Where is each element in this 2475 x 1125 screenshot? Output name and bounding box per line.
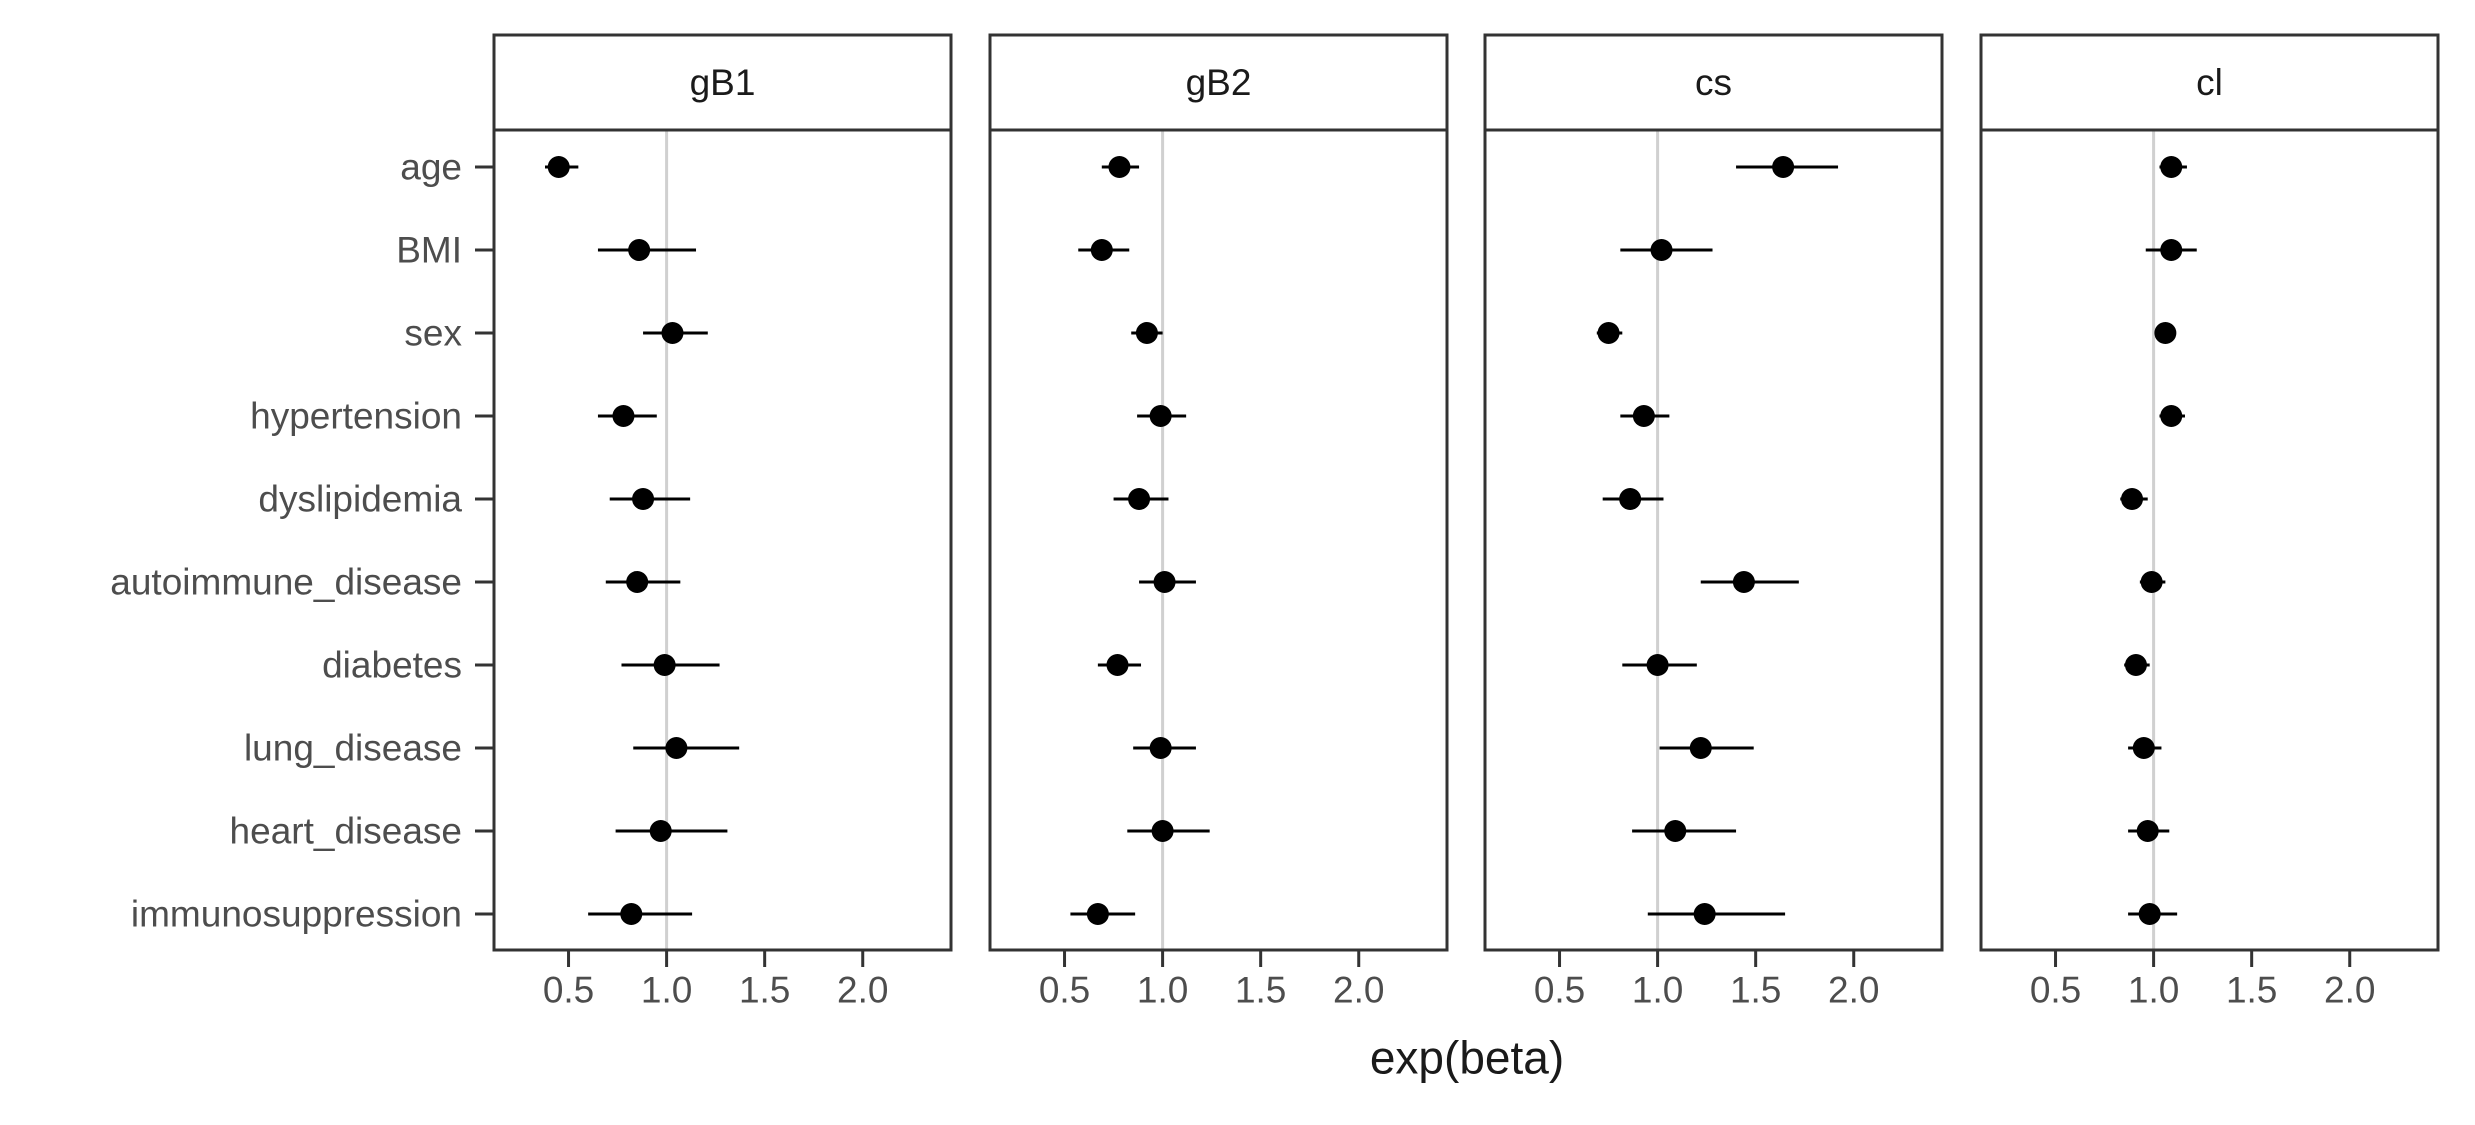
estimate-point-diabetes xyxy=(2124,654,2147,676)
y-tick-label-bmi: BMI xyxy=(396,230,462,271)
x-tick-label: 1.5 xyxy=(739,969,790,1010)
estimate-point-sex xyxy=(2154,322,2177,344)
panel-border xyxy=(988,128,1449,952)
estimate-point-dyslipidemia xyxy=(632,488,655,510)
facet-strip xyxy=(1979,33,2440,132)
x-axis-title: exp(beta) xyxy=(1370,1032,1564,1084)
x-tick-label: 1.5 xyxy=(1730,969,1781,1010)
y-tick-label-dyslipidemia: dyslipidemia xyxy=(258,479,462,520)
estimate-point-heart-disease xyxy=(649,820,672,842)
estimate-point-age xyxy=(1108,156,1131,178)
y-tick-label-sex: sex xyxy=(404,313,462,354)
estimate-point-sex xyxy=(1597,322,1620,344)
facet-strip-label: gB2 xyxy=(1186,62,1252,103)
estimate-point-bmi xyxy=(1650,239,1673,261)
facet-strip xyxy=(492,33,953,132)
panels-layer: gB1 0.5 1.0 1.5 2.0 gB2 0.5 1.0 1.5 2.0 cs 0.5 1.0 1.… xyxy=(492,33,2440,1010)
estimate-point-dyslipidemia xyxy=(2121,488,2144,510)
estimate-point-autoimmune-disease xyxy=(2140,571,2163,593)
x-tick-label: 1.5 xyxy=(1235,969,1286,1010)
facet-strip-label: gB1 xyxy=(690,62,756,103)
estimate-point-heart-disease xyxy=(1151,820,1174,842)
facet-strip xyxy=(988,33,1449,132)
estimate-point-sex xyxy=(1135,322,1158,344)
panel-border xyxy=(492,128,953,952)
estimate-point-immunosuppression xyxy=(1693,903,1716,925)
x-tick-label: 0.5 xyxy=(2030,969,2081,1010)
estimate-point-diabetes xyxy=(1646,654,1669,676)
estimate-point-dyslipidemia xyxy=(1619,488,1642,510)
x-tick-label: 2.0 xyxy=(2324,969,2375,1010)
estimate-point-heart-disease xyxy=(2136,820,2159,842)
y-tick-label-heart-disease: heart_disease xyxy=(230,811,462,852)
y-tick-label-immunosuppression: immunosuppression xyxy=(131,894,462,935)
estimate-point-sex xyxy=(661,322,684,344)
estimate-point-heart-disease xyxy=(1664,820,1687,842)
x-tick-label: 0.5 xyxy=(1039,969,1090,1010)
y-tick-label-autoimmune-disease: autoimmune_disease xyxy=(110,562,462,603)
x-tick-label: 2.0 xyxy=(1333,969,1384,1010)
estimate-point-immunosuppression xyxy=(2138,903,2161,925)
estimate-point-autoimmune-disease xyxy=(626,571,649,593)
estimate-point-hypertension xyxy=(612,405,635,427)
facet-panel-gb1: gB1 0.5 1.0 1.5 2.0 xyxy=(492,33,953,1010)
facet-strip xyxy=(1483,33,1944,132)
estimate-point-bmi xyxy=(628,239,651,261)
estimate-point-bmi xyxy=(2160,239,2183,261)
x-tick-label: 2.0 xyxy=(837,969,888,1010)
estimate-point-autoimmune-disease xyxy=(1732,571,1755,593)
x-tick-label: 1.0 xyxy=(1632,969,1683,1010)
y-tick-label-age: age xyxy=(400,147,462,188)
x-tick-label: 0.5 xyxy=(1534,969,1585,1010)
estimate-point-diabetes xyxy=(653,654,676,676)
x-tick-label: 1.0 xyxy=(1137,969,1188,1010)
estimate-point-lung-disease xyxy=(665,737,688,759)
x-tick-label: 1.0 xyxy=(2128,969,2179,1010)
estimate-point-immunosuppression xyxy=(1086,903,1109,925)
estimate-point-autoimmune-disease xyxy=(1153,571,1176,593)
estimate-point-immunosuppression xyxy=(620,903,643,925)
y-tick-label-lung-disease: lung_disease xyxy=(244,728,462,769)
estimate-point-hypertension xyxy=(1149,405,1172,427)
x-tick-label: 0.5 xyxy=(543,969,594,1010)
panel-border xyxy=(1483,128,1944,952)
x-tick-label: 2.0 xyxy=(1828,969,1879,1010)
panel-border xyxy=(1979,128,2440,952)
estimate-point-hypertension xyxy=(1632,405,1655,427)
facet-panel-gb2: gB2 0.5 1.0 1.5 2.0 xyxy=(988,33,1449,1010)
estimate-point-bmi xyxy=(1090,239,1113,261)
y-tick-label-hypertension: hypertension xyxy=(250,396,462,437)
estimate-point-age xyxy=(2160,156,2183,178)
estimate-point-lung-disease xyxy=(1149,737,1172,759)
y-tick-label-diabetes: diabetes xyxy=(322,645,462,686)
y-axis: age BMI sex hypertension dyslipidemia autoimm… xyxy=(110,147,494,935)
facet-strip-label: cl xyxy=(2196,62,2223,103)
x-tick-label: 1.0 xyxy=(641,969,692,1010)
estimate-point-diabetes xyxy=(1106,654,1129,676)
facet-panel-cs: cs 0.5 1.0 1.5 2.0 xyxy=(1483,33,1944,1010)
x-tick-label: 1.5 xyxy=(2226,969,2277,1010)
estimate-point-dyslipidemia xyxy=(1128,488,1151,510)
facet-panel-cl: cl 0.5 1.0 1.5 2.0 xyxy=(1979,33,2440,1010)
estimate-point-age xyxy=(1772,156,1795,178)
estimate-point-lung-disease xyxy=(2132,737,2155,759)
estimate-point-hypertension xyxy=(2160,405,2183,427)
facet-strip-label: cs xyxy=(1695,62,1732,103)
estimate-point-lung-disease xyxy=(1689,737,1712,759)
estimate-point-age xyxy=(547,156,570,178)
